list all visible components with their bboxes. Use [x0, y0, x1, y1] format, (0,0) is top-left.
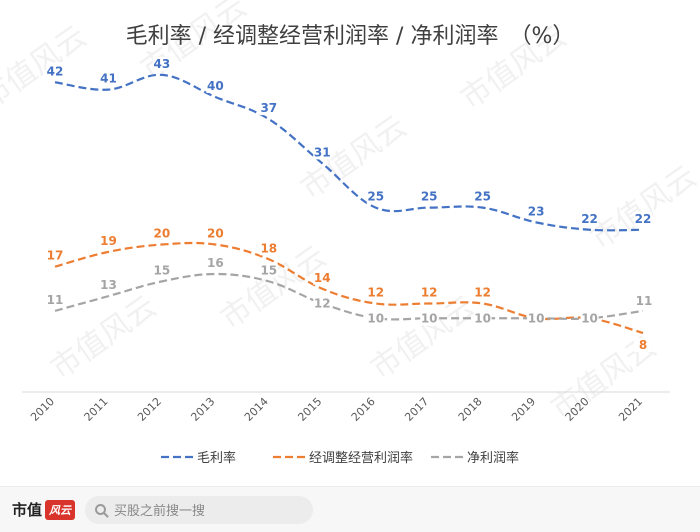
x-tick-label: 2015 — [295, 395, 324, 424]
x-tick-label: 2016 — [349, 395, 378, 424]
data-label: 42 — [47, 64, 64, 78]
watermark-text: 市值风云 — [585, 159, 700, 256]
data-label: 8 — [639, 338, 647, 352]
series-layer: 42 41 43 40 37 31 25 25 25 23 22 22 17 19 20 20 18 14 12 12… — [46, 56, 653, 352]
data-label-bg — [527, 311, 546, 326]
data-label: 12 — [314, 297, 331, 311]
x-tick-label: 2014 — [242, 395, 271, 424]
data-label-bg — [259, 263, 278, 278]
data-label-bg — [313, 270, 332, 285]
chart-title: 毛利率 / 经调整经营利润率 / 净利润率 （%） — [126, 24, 575, 49]
data-label-bg — [206, 79, 225, 93]
data-label: 10 — [474, 311, 491, 325]
x-tick-label: 2012 — [135, 395, 164, 424]
data-label: 40 — [207, 79, 224, 93]
brand-name: 市值 — [12, 501, 43, 519]
data-label: 17 — [47, 249, 64, 263]
data-label-bg — [46, 248, 64, 263]
data-label: 15 — [154, 263, 171, 277]
x-tick-label: 2019 — [509, 395, 538, 424]
data-label-bg — [313, 296, 332, 311]
data-label-bg — [152, 226, 171, 241]
data-label-bg — [635, 293, 653, 308]
data-label-bg — [366, 285, 385, 300]
data-label: 14 — [314, 271, 331, 285]
data-label-bg — [473, 311, 492, 326]
data-label: 20 — [154, 227, 171, 241]
data-label-bg — [634, 211, 652, 226]
data-label: 25 — [474, 190, 491, 204]
data-label-bg — [420, 285, 439, 300]
data-label-bg — [313, 145, 332, 160]
data-label: 10 — [421, 311, 438, 325]
footer-bar: 市值 风云 买股之前搜一搜 — [0, 486, 700, 532]
data-label: 20 — [207, 227, 224, 241]
data-label-bg — [366, 189, 385, 204]
data-label-bg — [420, 311, 439, 326]
data-label: 22 — [635, 212, 652, 226]
brand-badge: 风云 — [45, 499, 76, 520]
data-label-bg — [580, 311, 599, 326]
search-placeholder: 买股之前搜一搜 — [114, 504, 206, 519]
data-label-bg — [366, 311, 385, 326]
data-label: 10 — [367, 311, 384, 325]
series-line — [54, 73, 644, 232]
x-tick-label: 2021 — [616, 395, 645, 424]
search-input[interactable]: 买股之前搜一搜 — [85, 495, 314, 524]
data-label-bg — [152, 56, 171, 71]
data-label: 25 — [367, 190, 384, 204]
legend-label: 毛利率 — [197, 450, 236, 466]
data-label-bg — [634, 338, 652, 352]
data-label-bg — [259, 241, 278, 256]
search-icon — [95, 504, 107, 515]
data-label-bg — [206, 226, 225, 241]
data-label-bg — [46, 292, 64, 307]
data-label: 12 — [421, 286, 438, 300]
data-label: 22 — [581, 212, 598, 226]
brand-logo[interactable]: 市值 风云 — [12, 499, 76, 520]
x-tick-label: 2013 — [188, 395, 217, 424]
data-label: 12 — [474, 286, 491, 300]
data-label: 11 — [47, 293, 64, 307]
x-tick-label: 2010 — [28, 395, 57, 424]
data-label-bg — [527, 204, 546, 219]
legend-label: 净利润率 — [467, 450, 519, 466]
data-label: 19 — [100, 234, 117, 248]
data-label: 37 — [260, 101, 277, 115]
data-label-bg — [473, 189, 492, 204]
data-label: 16 — [207, 256, 224, 270]
data-label: 41 — [100, 72, 117, 86]
data-label-bg — [152, 263, 171, 278]
data-label: 31 — [314, 145, 331, 159]
data-label: 11 — [636, 294, 653, 308]
legend: 毛利率 经调整经营利润率 净利润率 — [161, 450, 519, 466]
data-label: 18 — [260, 241, 277, 255]
data-label: 10 — [581, 311, 598, 325]
legend-label: 经调整经营利润率 — [309, 450, 413, 466]
x-tick-label: 2011 — [82, 395, 111, 424]
data-label: 25 — [421, 190, 438, 204]
data-label: 12 — [367, 286, 384, 300]
data-label: 15 — [260, 263, 277, 277]
data-label-bg — [580, 211, 599, 226]
data-label: 13 — [100, 278, 117, 292]
data-label-bg — [99, 233, 118, 248]
x-tick-label: 2018 — [456, 395, 485, 424]
data-label-bg — [259, 101, 278, 116]
data-label-bg — [473, 285, 492, 300]
data-label: 10 — [528, 311, 545, 325]
data-label-bg — [99, 71, 118, 86]
data-label-bg — [99, 278, 118, 293]
data-label: 43 — [154, 57, 171, 71]
data-label-bg — [420, 189, 439, 204]
chart-card: 市值风云 市值风云 市值风云 市值风云 市值风云 市值风云 市值风云 市值风云 市值风云 毛利率… — [0, 0, 700, 466]
data-label-bg — [46, 64, 64, 79]
x-tick-label: 2017 — [402, 395, 431, 424]
data-label-bg — [206, 256, 225, 270]
data-label: 23 — [528, 204, 545, 218]
